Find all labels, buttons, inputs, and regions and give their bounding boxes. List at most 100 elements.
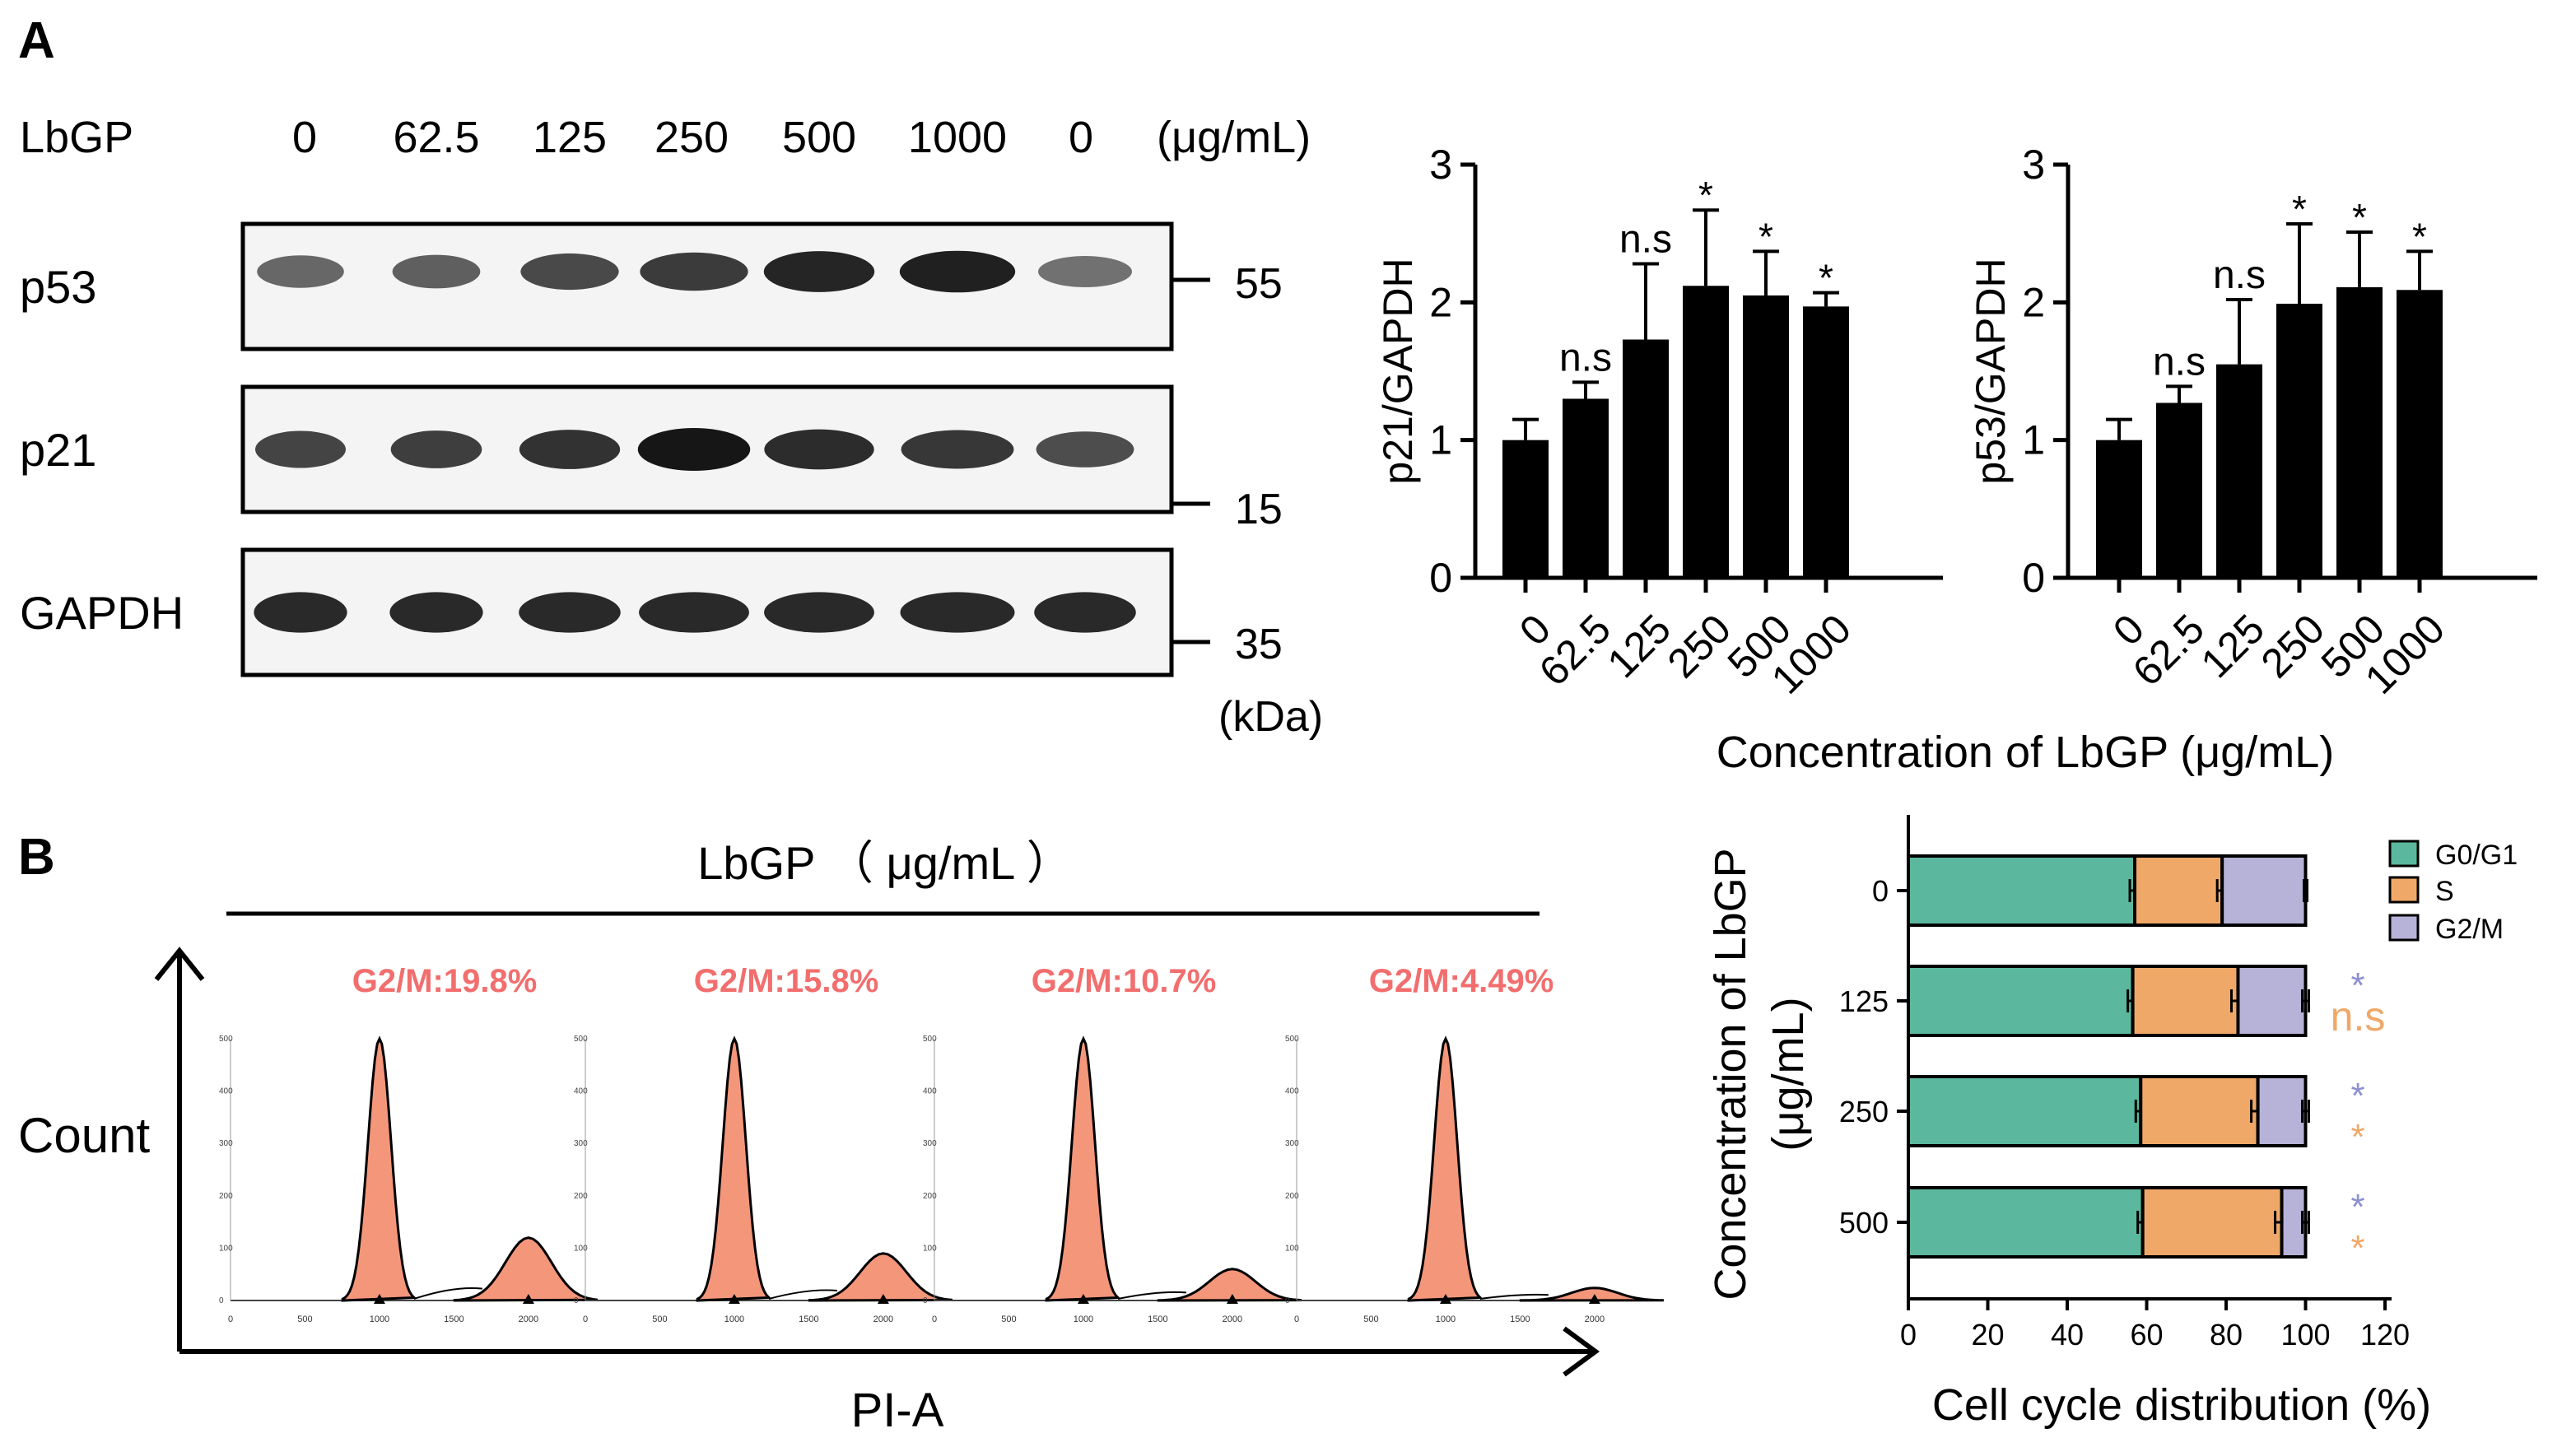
hist-y-tick-label: 300 [923,1139,937,1148]
x-tick-label: 120 [2360,1318,2410,1352]
y-axis-label: p53/GAPDH [1968,258,2014,484]
lane-label: 500 [782,113,856,162]
pi-axis-arrowhead [1563,1326,1600,1377]
blot-band [519,430,621,469]
legend-label: G2/M [2435,914,2504,945]
western-blots: p53 p21 GAPDH [20,221,1174,677]
hist-x-tick-label: 1500 [799,1314,818,1324]
hist-y-tick-label: 0 [219,1296,224,1305]
hist-y-tick-label: 0 [923,1296,928,1305]
stacked-bar-segment [2220,854,2308,927]
peak-marker [1226,1294,1238,1304]
bar [2276,304,2322,578]
lane-label: 0 [292,113,317,162]
blot-band [1034,592,1136,633]
hist-y-tick-label: 400 [1285,1087,1299,1096]
bar [2096,440,2142,578]
g2-m-peak [453,1236,599,1302]
hist-y-tick-label: 100 [1285,1244,1299,1253]
blot-band [255,430,346,468]
hist-y-tick-label: 500 [219,1035,233,1044]
concentration-unit: (μg/mL) [1157,113,1311,162]
blot-band [637,428,751,471]
g0-g1-peak [341,1035,417,1302]
shared-x-axis-label: Concentration of LbGP (μg/mL) [1717,728,2335,777]
peak-marker [1588,1294,1600,1304]
x-tick-label: 60 [2130,1318,2163,1352]
hist-y-tick-label: 100 [219,1244,233,1253]
hist-x-tick-label: 2000 [1585,1314,1605,1324]
legend-label: S [2435,876,2454,907]
blot-band [639,592,749,633]
cell-cycle-stacked-bar-chart: 0 20 40 60 80 100 120 Cell cycle distribution (… [1706,815,2518,1430]
blot-band [1038,256,1132,287]
blot-band [520,253,619,291]
significance-label: n.s [2153,340,2206,384]
peak-marker [522,1294,534,1304]
blot-band [899,250,1016,293]
hist-y-tick-label: 400 [219,1087,233,1096]
hist-y-tick-label: 400 [574,1087,588,1096]
s-phase-trace [1479,1293,1549,1300]
blot-band [764,429,874,470]
hist-y-tick-label: 0 [1285,1296,1290,1305]
blot-band [389,592,483,633]
lane-label: 250 [654,113,729,162]
g0-g1-peak [696,1035,772,1302]
g2m-percentage-label: G2/M:10.7% [1032,963,1217,999]
blot-band [390,430,482,468]
hist-y-tick-label: 300 [1285,1139,1299,1148]
significance-label: * [2292,188,2307,230]
hist-x-tick-label: 0 [228,1314,233,1324]
hist-y-tick-label: 300 [219,1139,233,1148]
stacked-bar-segment [2133,854,2224,927]
hist-x-tick-label: 500 [297,1314,312,1324]
peak-marker [1077,1294,1089,1304]
g2m-significance: * [2350,965,2364,1006]
blot-protein-label: p21 [20,424,96,476]
blot-band [1036,431,1134,468]
hist-y-tick-label: 200 [923,1192,937,1201]
stacked-bar-segment [2131,965,2240,1037]
g2-m-peak [1157,1268,1302,1302]
stacked-bar-segment [1907,854,2137,927]
count-axis-arrowhead [154,947,205,981]
stacked-bar-segment [1907,965,2135,1037]
panel-b-header: LbGP （ μg/mL ） [697,837,1073,889]
hist-x-tick-label: 500 [1001,1314,1016,1324]
significance-label: * [2412,215,2427,258]
marker-label: 55 [1235,260,1283,308]
y-axis-label: (μg/mL) [1763,997,1813,1151]
peak-marker [1439,1294,1451,1304]
hist-x-tick-label: 2000 [519,1314,538,1324]
x-tick-label: 100 [2280,1318,2330,1352]
panel-b-label: B [18,829,55,886]
significance-label: * [1819,257,1833,300]
s-phase-significance: n.s [2331,993,2386,1040]
lane-labels: 0 62.5 125 250 500 1000 0 [292,113,1093,162]
y-tick-label: 1 [1429,417,1452,463]
y-tick-label: 1 [2022,417,2045,463]
s-phase-trace [768,1289,837,1300]
hist-x-tick-label: 1000 [1436,1314,1456,1324]
bar [2156,402,2202,578]
hist-x-tick-label: 2000 [1223,1314,1242,1324]
blot-band [900,592,1015,633]
hist-x-tick-label: 1000 [370,1314,389,1324]
y-tick-label: 0 [2022,555,2045,601]
blot-band [763,251,875,292]
x-axis-label: Cell cycle distribution (%) [1932,1380,2431,1430]
hist-y-tick-label: 200 [219,1192,233,1201]
x-tick-label: 0 [1900,1318,1917,1352]
hist-x-tick-label: 2000 [873,1314,893,1324]
blot-band [254,592,347,633]
hist-x-tick-label: 1500 [444,1314,463,1324]
blot-band [640,252,748,291]
y-tick-label: 250 [1839,1095,1889,1128]
s-phase-trace [413,1286,483,1300]
blot-band [901,430,1014,469]
blot-band [519,592,621,633]
g2m-percentage-label: G2/M:19.8% [352,963,538,999]
